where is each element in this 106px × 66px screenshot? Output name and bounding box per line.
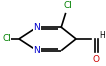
Text: N: N	[34, 46, 40, 55]
Text: Cl: Cl	[63, 1, 72, 10]
Text: O: O	[93, 55, 100, 64]
Text: Cl: Cl	[2, 34, 11, 43]
Text: H: H	[100, 31, 105, 40]
Text: N: N	[34, 23, 40, 32]
